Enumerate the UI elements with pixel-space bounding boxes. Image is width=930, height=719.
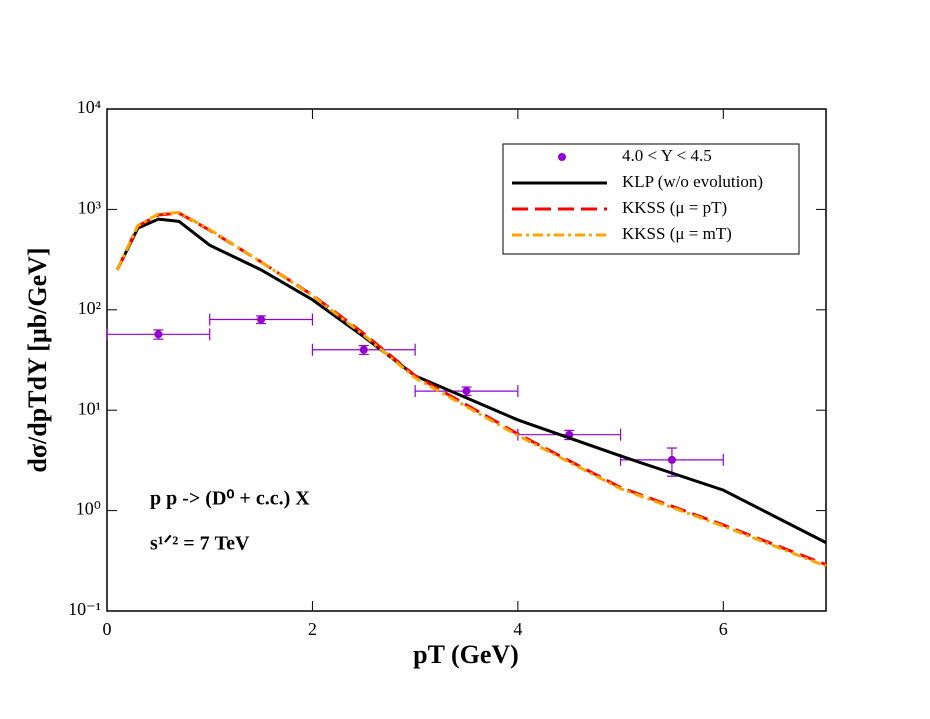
y-axis-label: dσ/dpTdY [μb/GeV] [23, 247, 52, 472]
annotation: p p -> (D⁰ + c.c.) X [150, 488, 310, 510]
legend-label: 4.0 < Y < 4.5 [622, 146, 712, 165]
x-tick-label: 6 [719, 619, 728, 639]
x-tick-label: 4 [513, 619, 522, 639]
data-point [462, 387, 471, 396]
y-tick-label: 10⁰ [76, 499, 101, 519]
legend-box [502, 143, 800, 255]
y-tick-label: 10⁻¹ [68, 599, 101, 619]
y-tick-label: 10³ [78, 198, 102, 218]
y-tick-label: 10⁴ [77, 97, 101, 117]
data-point [667, 455, 676, 464]
data-point [359, 345, 368, 354]
x-axis-label: pT (GeV) [413, 640, 519, 669]
curve [115, 211, 827, 566]
x-tick-label: 0 [103, 619, 112, 639]
legend-label: KKSS (μ = mT) [622, 224, 732, 243]
y-tick-label: 10² [78, 298, 101, 318]
y-tick-label: 10¹ [78, 398, 101, 418]
x-tick-label: 2 [308, 619, 317, 639]
curve [115, 217, 827, 544]
data-point [154, 330, 163, 339]
annotation: s¹ᐟ² = 7 TeV [150, 533, 250, 555]
legend-label: KLP (w/o evolution) [622, 172, 763, 191]
legend-marker [558, 153, 566, 161]
plot-frame [106, 108, 827, 612]
legend-label: KKSS (μ = pT) [622, 198, 727, 217]
curve [115, 211, 827, 568]
data-point [257, 315, 266, 324]
